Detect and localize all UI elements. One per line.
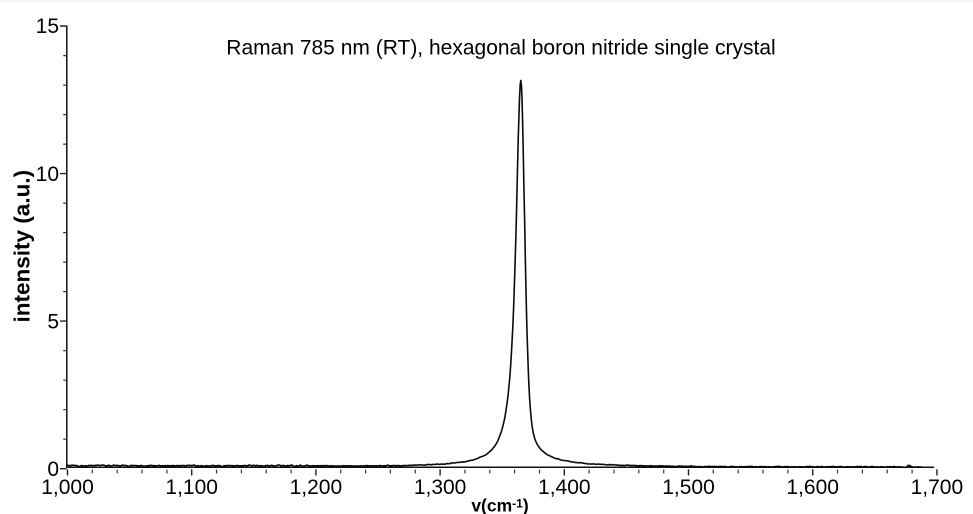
svg-text:v(cm-1): v(cm-1) bbox=[471, 496, 528, 514]
svg-text:intensity (a.u.): intensity (a.u.) bbox=[10, 170, 35, 323]
svg-text:1,700: 1,700 bbox=[911, 476, 964, 499]
svg-text:1,500: 1,500 bbox=[662, 476, 715, 499]
svg-text:1,200: 1,200 bbox=[290, 476, 343, 499]
svg-text:1,000: 1,000 bbox=[41, 476, 94, 499]
svg-text:5: 5 bbox=[47, 310, 59, 333]
svg-text:1,100: 1,100 bbox=[165, 476, 218, 499]
svg-text:0: 0 bbox=[47, 458, 59, 481]
svg-text:1,600: 1,600 bbox=[786, 476, 839, 499]
svg-text:Raman 785 nm (RT), hexagonal b: Raman 785 nm (RT), hexagonal boron nitri… bbox=[226, 36, 775, 59]
svg-text:1,400: 1,400 bbox=[538, 476, 591, 499]
svg-text:1,300: 1,300 bbox=[414, 476, 467, 499]
svg-text:15: 15 bbox=[36, 15, 59, 38]
svg-text:10: 10 bbox=[36, 163, 59, 186]
